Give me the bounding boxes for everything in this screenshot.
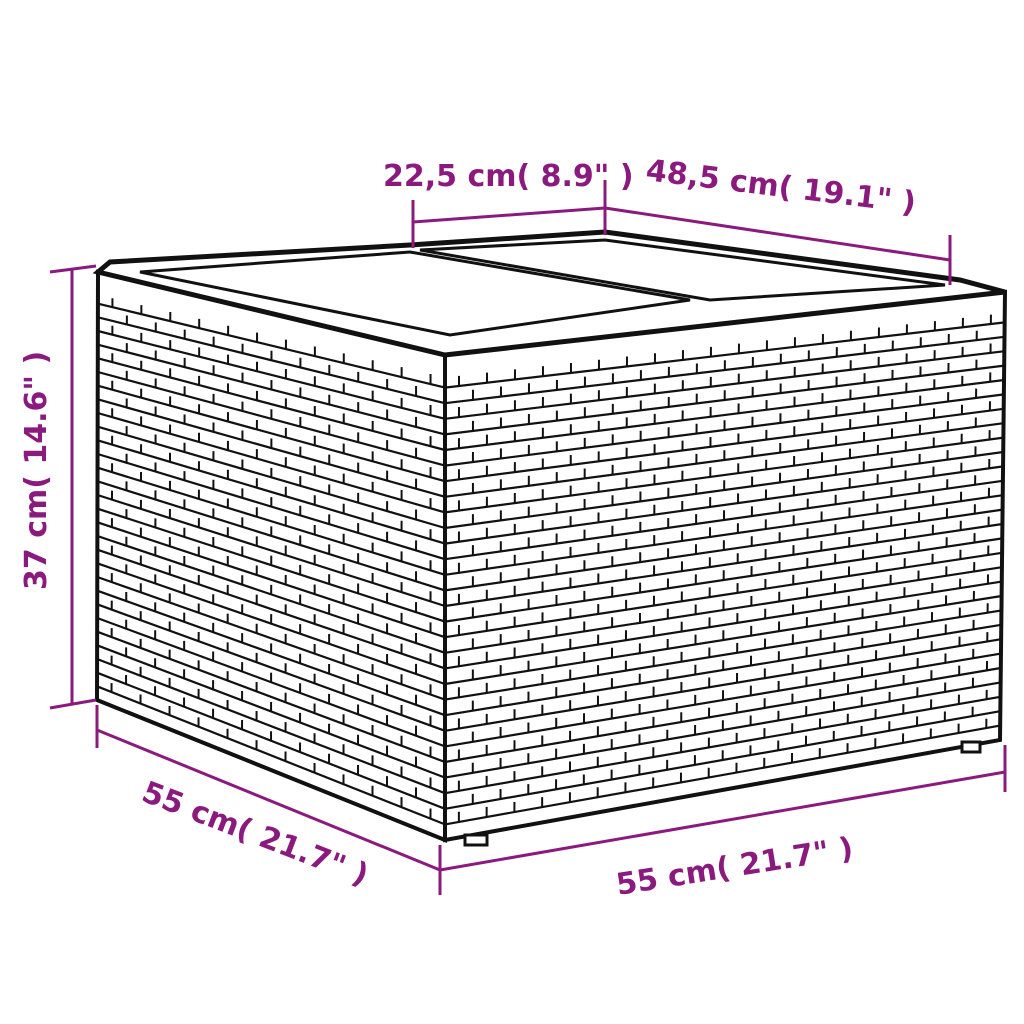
foot-right	[960, 740, 982, 754]
width-label: 55 cm( 21.7" )	[614, 831, 856, 903]
wicker-table-drawing	[92, 229, 1008, 847]
foot-front	[463, 833, 489, 847]
height-label: 37 cm( 14.6" )	[19, 351, 54, 590]
glass-top-left	[139, 250, 691, 337]
dimension-top-panel: 22,5 cm( 8.9" )	[383, 159, 634, 248]
glass-top-right	[419, 238, 946, 302]
top-panel-width-label: 22,5 cm( 8.9" )	[383, 159, 634, 194]
depth-top-label: 48,5 cm( 19.1" )	[644, 153, 918, 221]
dimension-height: 37 cm( 14.6" )	[19, 264, 97, 710]
wicker-weave	[96, 298, 1005, 826]
